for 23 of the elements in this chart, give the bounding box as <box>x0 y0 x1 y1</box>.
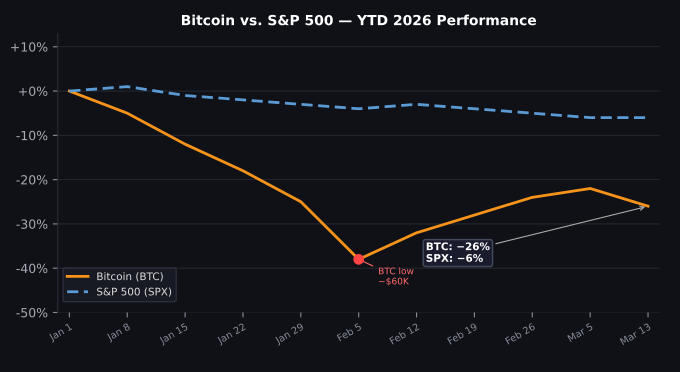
x-tick-label: Jan 22 <box>216 322 247 346</box>
x-tick-label: Jan 29 <box>274 322 305 346</box>
y-tick-label: +0% <box>19 86 48 96</box>
y-tick-label: -30% <box>16 219 48 229</box>
x-tick-label: Jan 8 <box>106 322 132 343</box>
x-tick-label: Mar 5 <box>567 322 594 342</box>
y-tick-label: -40% <box>16 264 48 274</box>
y-tick-label: -20% <box>16 175 48 185</box>
x-tick-label: Feb 12 <box>389 322 420 345</box>
y-tick-label: -50% <box>16 308 48 318</box>
x-tick-label: Jan 1 <box>48 322 74 343</box>
chart-title: Bitcoin vs. S&P 500 — YTD 2026 Performance <box>182 14 536 26</box>
y-tick-label: -10% <box>16 130 48 140</box>
annotation: BTC: −26% SPX: −6% <box>426 242 490 262</box>
x-tick-label: Mar 13 <box>620 322 652 346</box>
x-tick-label: Jan 15 <box>158 322 190 346</box>
x-tick-label: Feb 26 <box>504 322 536 345</box>
annotation: BTC low ~$60K <box>379 267 414 286</box>
x-tick-label: Feb 19 <box>446 322 478 345</box>
legend-label: S&P 500 (SPX) <box>97 287 172 297</box>
y-tick-label: +10% <box>11 42 48 52</box>
x-tick-label: Feb 5 <box>336 322 362 342</box>
legend-label: Bitcoin (BTC) <box>97 272 163 282</box>
